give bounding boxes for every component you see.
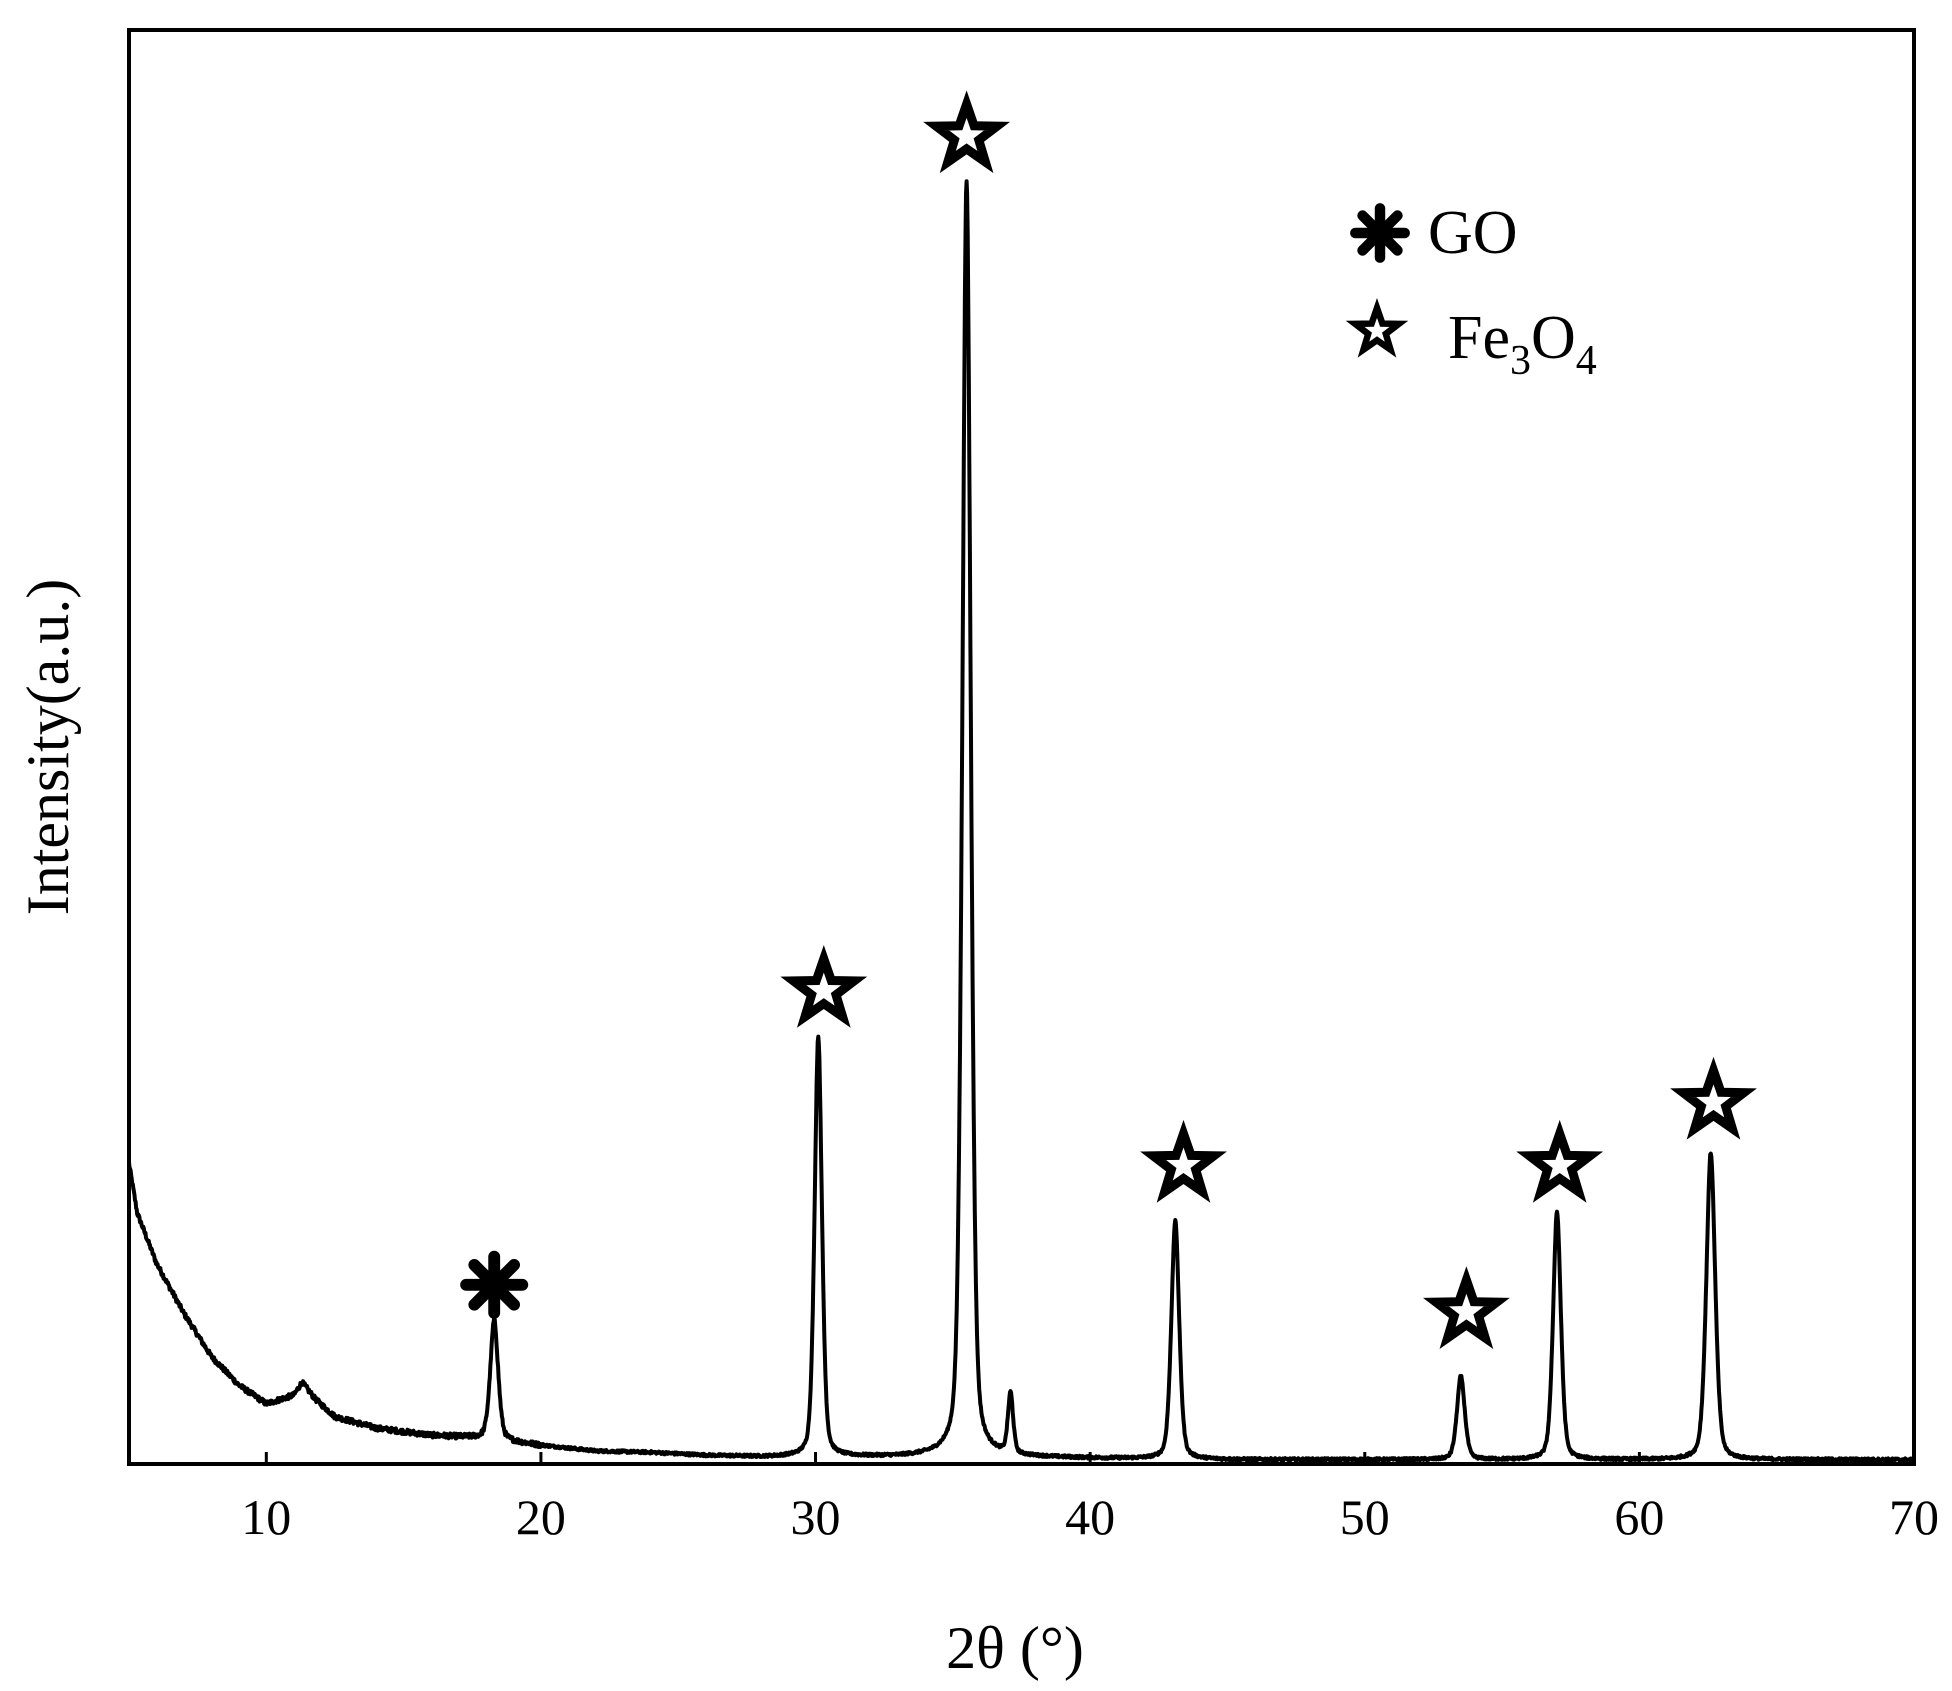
peak-markers (466, 104, 1744, 1338)
x-tick-label: 60 (1614, 1489, 1664, 1545)
xrd-pattern-line (127, 179, 1916, 1463)
star-icon (1153, 1134, 1214, 1192)
asterisk-icon (1355, 208, 1404, 257)
legend-label-go: GO (1428, 199, 1518, 267)
star-icon (1683, 1071, 1744, 1129)
legend-item-go: GO (1355, 199, 1518, 267)
legend-fe: Fe (1448, 304, 1510, 372)
x-tick-label: 40 (1065, 1489, 1115, 1545)
legend-sub-3: 3 (1510, 338, 1531, 384)
legend-label-fe3o4: Fe3O4 (1448, 304, 1597, 384)
asterisk-icon (466, 1257, 522, 1313)
legend-sub-4: 4 (1576, 338, 1597, 384)
star-icon (1355, 308, 1399, 350)
x-tick-label: 50 (1340, 1489, 1390, 1545)
legend-item-fe3o4: Fe3O4 (1355, 304, 1597, 384)
x-tick-label: 30 (791, 1489, 841, 1545)
star-icon (793, 959, 854, 1017)
x-tick-label: 70 (1889, 1489, 1939, 1545)
x-tick-label: 20 (516, 1489, 566, 1545)
y-axis-title: Intensity(a.u.) (15, 579, 81, 916)
plot-frame (127, 28, 1916, 1466)
legend-o: O (1531, 304, 1576, 372)
x-axis-title: 2θ (°) (946, 1615, 1084, 1681)
star-icon (1436, 1280, 1497, 1338)
x-tick-label: 10 (241, 1489, 291, 1545)
legend: GO Fe3O4 (1355, 199, 1597, 384)
star-icon (936, 104, 997, 162)
star-icon (1529, 1134, 1590, 1192)
x-axis-tick-labels: 10 20 30 40 50 60 70 (241, 1489, 1939, 1545)
